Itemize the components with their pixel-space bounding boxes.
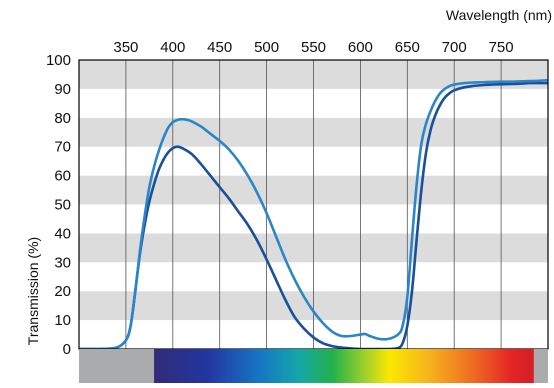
y-tick-label: 10 — [54, 312, 71, 329]
y-tick-label: 40 — [54, 225, 71, 242]
spectrum-bar — [79, 349, 548, 383]
y-tick-label: 100 — [46, 52, 71, 69]
y-tick-label: 60 — [54, 168, 71, 185]
x-tick-label: 600 — [348, 39, 373, 56]
series-lines — [79, 78, 548, 349]
x-tick-label: 450 — [207, 39, 232, 56]
series-line-2 — [79, 78, 548, 349]
series-line-1 — [79, 81, 548, 349]
x-tick-label: 550 — [301, 39, 326, 56]
x-tick-label: 500 — [254, 39, 279, 56]
y-tick-label: 0 — [63, 341, 71, 358]
y-tick-label: 90 — [54, 81, 71, 98]
y-axis-title: Transmission (%) — [25, 237, 41, 345]
y-tick-label: 80 — [54, 110, 71, 127]
y-tick-label: 30 — [54, 254, 71, 271]
y-tick-labels: 0 10 20 30 40 50 60 70 80 90 100 — [46, 52, 71, 358]
x-tick-label: 350 — [113, 39, 138, 56]
x-tick-labels: 350 400 450 500 550 600 650 700 750 — [113, 39, 513, 56]
y-tick-label: 20 — [54, 283, 71, 300]
x-tick-label: 650 — [395, 39, 420, 56]
x-axis-title: Wavelength (nm) — [446, 7, 552, 23]
y-tick-label: 70 — [54, 139, 71, 156]
x-tick-label: 750 — [489, 39, 514, 56]
spectrum-gray-left — [79, 349, 155, 383]
x-tick-label: 700 — [442, 39, 467, 56]
spectrum-gray-right — [533, 349, 548, 383]
spectrum-visible — [154, 349, 534, 383]
x-tick-label: 400 — [160, 39, 185, 56]
y-tick-label: 50 — [54, 197, 71, 214]
vertical-gridlines — [125, 60, 502, 349]
